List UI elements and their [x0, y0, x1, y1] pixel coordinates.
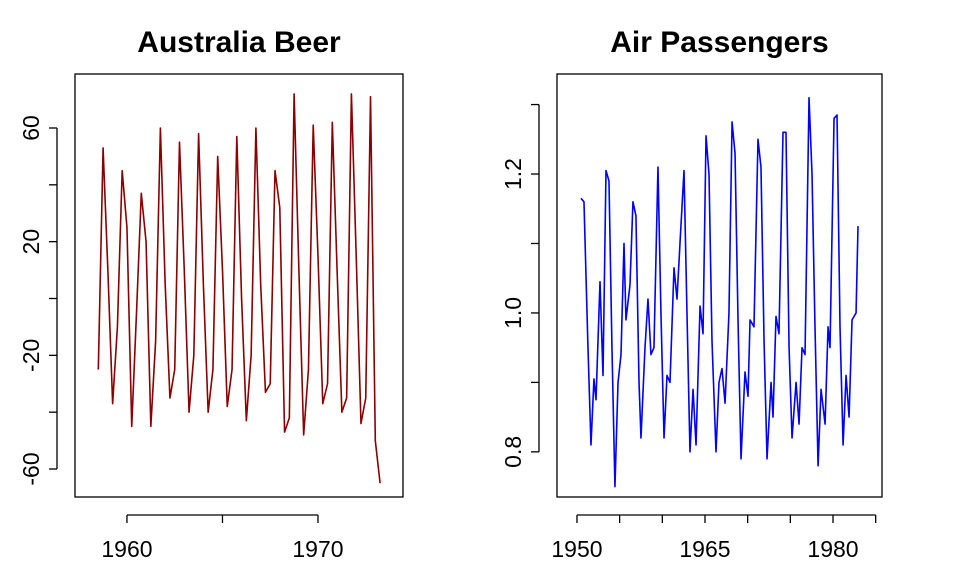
plot-box — [74, 73, 404, 498]
x-tick-label: 1960 — [101, 536, 152, 562]
y-tick-label: 1.2 — [500, 158, 526, 190]
y-tick-label: 20 — [18, 229, 44, 255]
y-tick-label: 60 — [18, 115, 44, 141]
y-tick-label: -60 — [18, 452, 44, 485]
plot-box — [556, 73, 883, 498]
y-tick-label: 0.8 — [500, 436, 526, 468]
y-tick-label: 1.0 — [500, 297, 526, 329]
x-tick-label: 1950 — [551, 536, 602, 562]
chart-title: Air Passengers — [610, 26, 828, 59]
series-line — [97, 93, 381, 484]
x-tick-label: 1980 — [807, 536, 858, 562]
y-tick-label: -20 — [18, 339, 44, 372]
x-tick-label: 1965 — [679, 536, 730, 562]
chart-title: Australia Beer — [137, 26, 341, 59]
x-tick-label: 1970 — [292, 536, 343, 562]
series-line — [580, 96, 859, 488]
